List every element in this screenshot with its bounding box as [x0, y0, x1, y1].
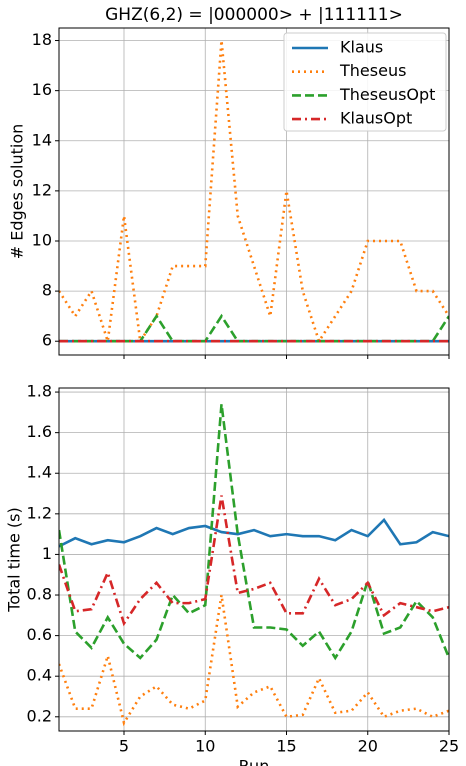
y-tick-label: 1.2	[27, 503, 52, 522]
y-axis-label: # Edges solution	[8, 124, 27, 260]
y-tick-label: 1.6	[27, 422, 52, 441]
axes-frame	[58, 387, 450, 732]
x-tick-label: 5	[119, 737, 129, 756]
legend-label: Klaus	[340, 38, 383, 57]
x-tick-label: 25	[439, 737, 459, 756]
x-axis-label: Run	[239, 757, 270, 766]
x-tick-label: 15	[276, 737, 296, 756]
y-tick-label: 6	[42, 331, 52, 350]
y-tick-label: 14	[32, 130, 52, 149]
series-line	[59, 594, 449, 727]
legend-box	[283, 32, 447, 132]
chart-title: GHZ(6,2) = |000000> + |111111>	[105, 5, 403, 25]
legend-label: Theseus	[339, 61, 406, 80]
y-tick-label: 1.8	[27, 382, 52, 401]
series-line	[59, 517, 449, 548]
y-tick-label: 12	[32, 180, 52, 199]
y-tick-label: 18	[32, 30, 52, 49]
series-line	[59, 313, 449, 343]
series-line	[59, 404, 449, 661]
y-tick-label: 0.4	[27, 666, 52, 685]
axes-frame	[58, 27, 450, 356]
series-line	[59, 495, 449, 627]
y-tick-label: 8	[42, 281, 52, 300]
y-tick-label: 10	[32, 230, 52, 249]
y-axis-label: Total time (s)	[5, 507, 24, 613]
y-tick-label: 0.2	[27, 706, 52, 725]
legend-label: TheseusOpt	[339, 85, 435, 104]
y-tick-label: 1	[42, 544, 52, 563]
x-tick-label: 10	[195, 737, 215, 756]
y-tick-label: 1.4	[27, 463, 52, 482]
y-tick-label: 16	[32, 80, 52, 99]
x-tick-label: 20	[358, 737, 378, 756]
y-tick-label: 0.8	[27, 585, 52, 604]
legend-label: KlausOpt	[340, 109, 412, 128]
y-tick-label: 0.6	[27, 625, 52, 644]
